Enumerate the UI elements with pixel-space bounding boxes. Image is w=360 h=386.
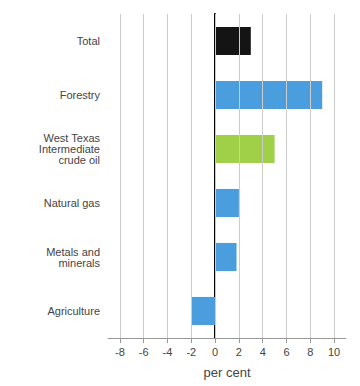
svg-text:-6: -6 bbox=[139, 346, 149, 358]
svg-text:Intermediate: Intermediate bbox=[38, 143, 100, 155]
svg-text:6: 6 bbox=[283, 346, 289, 358]
svg-text:-8: -8 bbox=[115, 346, 125, 358]
svg-text:8: 8 bbox=[307, 346, 313, 358]
svg-text:-4: -4 bbox=[163, 346, 173, 358]
svg-text:-2: -2 bbox=[186, 346, 196, 358]
svg-text:minerals: minerals bbox=[58, 257, 100, 269]
svg-text:10: 10 bbox=[328, 346, 340, 358]
svg-text:Agriculture: Agriculture bbox=[47, 305, 100, 317]
svg-text:West Texas: West Texas bbox=[43, 132, 100, 144]
svg-text:4: 4 bbox=[260, 346, 266, 358]
svg-text:2: 2 bbox=[236, 346, 242, 358]
svg-text:per cent: per cent bbox=[204, 365, 251, 380]
svg-text:crude oil: crude oil bbox=[58, 154, 100, 166]
svg-text:Total: Total bbox=[77, 35, 100, 47]
svg-text:Forestry: Forestry bbox=[60, 89, 101, 101]
svg-text:Natural gas: Natural gas bbox=[44, 197, 101, 209]
svg-text:0: 0 bbox=[212, 346, 218, 358]
svg-text:Metals and: Metals and bbox=[46, 245, 100, 258]
